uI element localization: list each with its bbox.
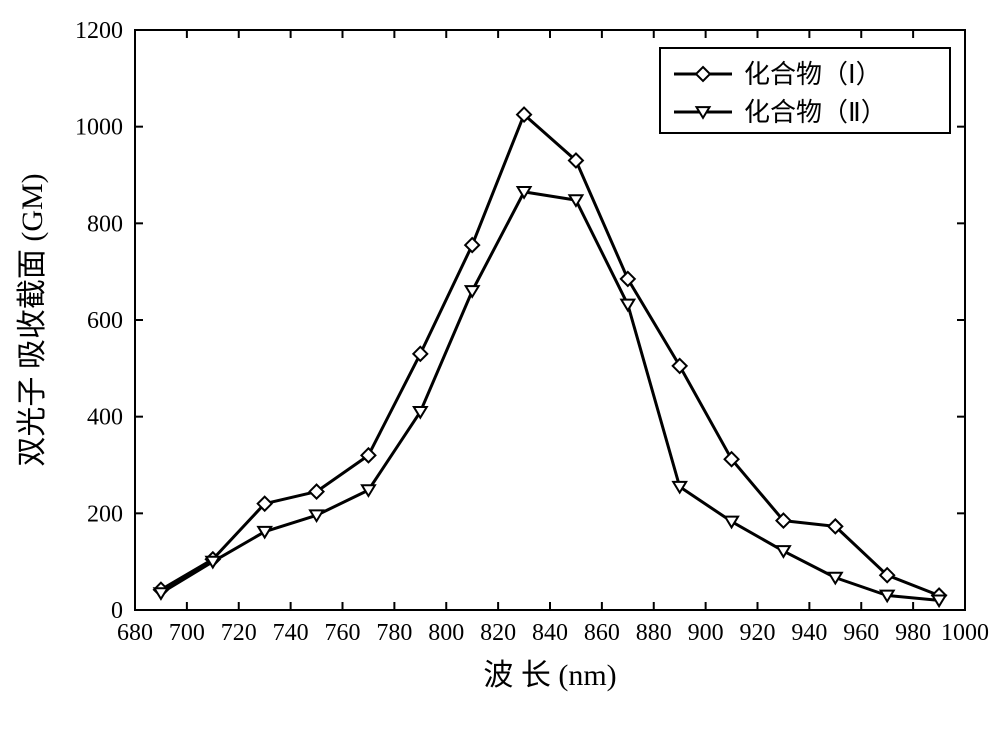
svg-text:820: 820	[480, 620, 516, 646]
svg-text:740: 740	[273, 620, 309, 646]
chart-container: 6807007207407607808008208408608809009209…	[0, 0, 1000, 740]
svg-text:920: 920	[740, 620, 776, 646]
svg-text:700: 700	[169, 620, 205, 646]
line-chart: 6807007207407607808008208408608809009209…	[0, 0, 1000, 740]
legend-label-1: 化合物（Ⅱ）	[744, 98, 887, 127]
svg-text:960: 960	[843, 620, 879, 646]
svg-text:880: 880	[636, 620, 672, 646]
svg-text:0: 0	[111, 598, 123, 624]
svg-text:860: 860	[584, 620, 620, 646]
svg-text:900: 900	[688, 620, 724, 646]
svg-text:940: 940	[791, 620, 827, 646]
svg-text:1000: 1000	[75, 115, 123, 141]
svg-text:1200: 1200	[75, 18, 123, 44]
svg-text:760: 760	[325, 620, 361, 646]
svg-text:980: 980	[895, 620, 931, 646]
svg-text:780: 780	[376, 620, 412, 646]
x-axis-label: 波 长 (nm)	[483, 659, 616, 692]
svg-text:1000: 1000	[941, 620, 989, 646]
svg-text:840: 840	[532, 620, 568, 646]
svg-text:600: 600	[87, 308, 123, 334]
svg-text:400: 400	[87, 405, 123, 431]
svg-text:800: 800	[87, 211, 123, 237]
svg-text:200: 200	[87, 501, 123, 527]
legend-label-0: 化合物（Ⅰ）	[744, 60, 882, 89]
svg-text:720: 720	[221, 620, 257, 646]
legend: 化合物（Ⅰ） 化合物（Ⅱ）	[660, 48, 950, 133]
y-axis-label: 双光子 吸收截面 (GM)	[16, 173, 49, 466]
svg-text:800: 800	[428, 620, 464, 646]
